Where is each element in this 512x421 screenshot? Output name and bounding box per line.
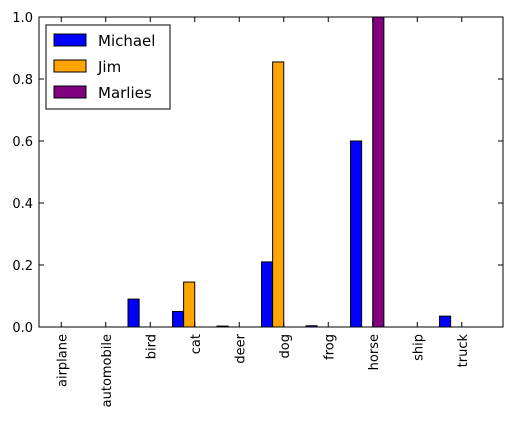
x-tick-label-frog: frog [322, 334, 337, 360]
bar-marlies-horse [372, 16, 385, 328]
legend-label-michael: Michael [98, 32, 155, 50]
x-tick-label-ship: ship [411, 334, 426, 361]
legend: Michael Jim Marlies [45, 24, 171, 110]
bar-jim-dog [272, 61, 285, 328]
y-tick-label: 0.8 [12, 73, 33, 88]
y-tick-label: 0.6 [12, 135, 33, 150]
plot-frame [38, 16, 504, 328]
x-tick-label-automobile: automobile [100, 334, 115, 407]
bars-layer [127, 16, 452, 328]
x-tick-label-deer: deer [233, 333, 248, 363]
legend-swatch-jim [53, 59, 87, 73]
bar-jim-cat [183, 281, 196, 328]
legend-swatch-marlies [53, 85, 87, 99]
y-tick-label: 0.2 [12, 259, 33, 274]
bar-michael-bird [127, 298, 140, 328]
bar-michael-cat [172, 311, 185, 328]
x-axis: airplane automobile bird cat deer dog frog hors… [55, 17, 471, 407]
x-tick-label-airplane: airplane [55, 334, 70, 387]
y-tick-label: 0.0 [12, 321, 33, 336]
x-tick-label-truck: truck [456, 334, 471, 368]
y-axis: 0.0 0.2 0.4 0.6 0.8 1.0 [12, 11, 503, 336]
x-tick-label-horse: horse [367, 334, 382, 370]
legend-swatch-michael [53, 33, 87, 47]
bar-michael-truck [439, 315, 452, 328]
x-tick-label-dog: dog [278, 334, 293, 358]
bar-michael-dog [261, 261, 274, 328]
legend-label-jim: Jim [97, 58, 121, 76]
x-tick-label-bird: bird [144, 334, 159, 359]
legend-label-marlies: Marlies [98, 84, 152, 102]
bar-michael-horse [350, 140, 363, 328]
y-tick-label: 0.4 [12, 197, 33, 212]
y-tick-label: 1.0 [12, 11, 33, 26]
x-tick-label-cat: cat [189, 334, 204, 354]
